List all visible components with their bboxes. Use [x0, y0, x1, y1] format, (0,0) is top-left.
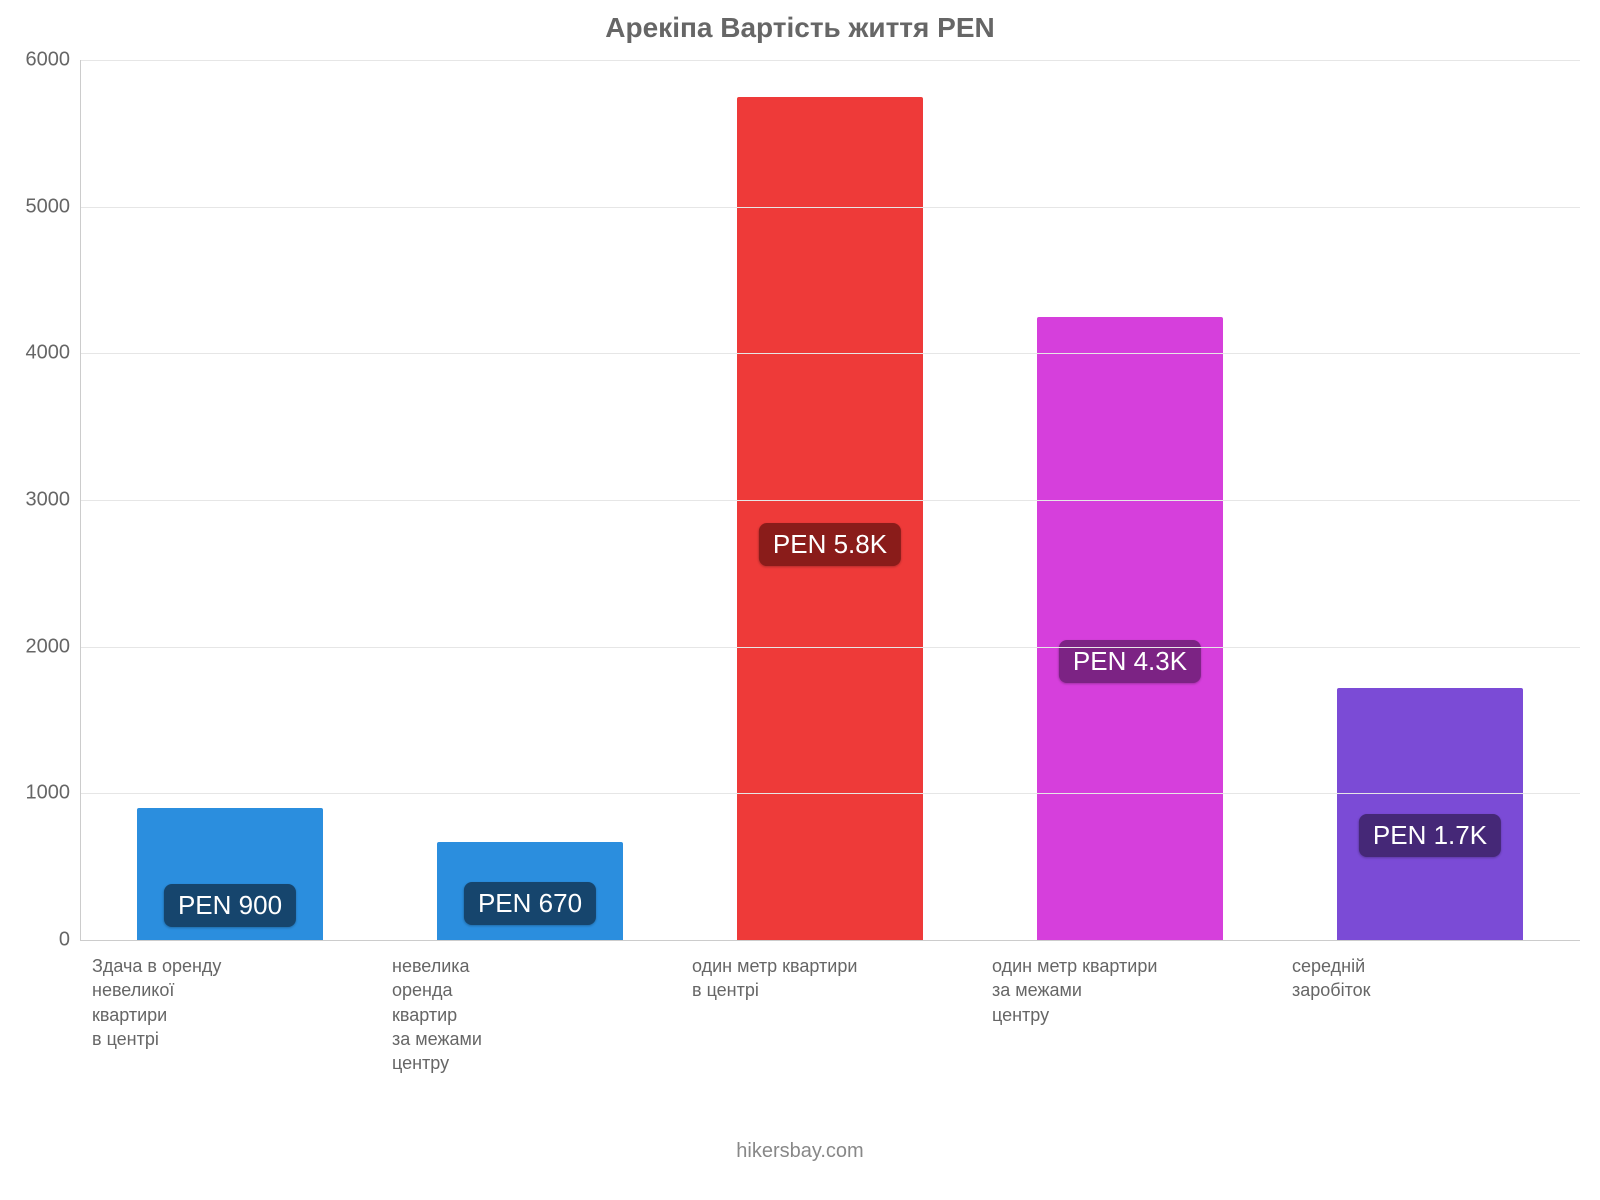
grid-line — [80, 647, 1580, 648]
x-axis-labels: Здача в оренду невеликої квартири в цент… — [80, 946, 1580, 1126]
bar: PEN 4.3K — [1037, 317, 1223, 940]
chart-title: Арекіпа Вартість життя PEN — [0, 12, 1600, 44]
x-category-slot: один метр квартири в центрі — [680, 946, 980, 1126]
x-category-label: один метр квартири в центрі — [692, 954, 968, 1003]
x-category-label: один метр квартири за межами центру — [992, 954, 1268, 1027]
grid-line — [80, 60, 1580, 61]
bar-value-badge: PEN 900 — [164, 884, 296, 927]
grid-line — [80, 500, 1580, 501]
bar-value-badge: PEN 670 — [464, 882, 596, 925]
y-tick-label: 6000 — [26, 49, 81, 72]
grid-line — [80, 207, 1580, 208]
y-tick-label: 3000 — [26, 489, 81, 512]
grid-line — [80, 940, 1580, 941]
plot-area: PEN 900PEN 670PEN 5.8KPEN 4.3KPEN 1.7K 0… — [80, 60, 1580, 940]
bar-value-badge: PEN 5.8K — [759, 523, 901, 566]
x-category-label: середній заробіток — [1292, 954, 1568, 1003]
bar: PEN 5.8K — [737, 97, 923, 940]
bar: PEN 900 — [137, 808, 323, 940]
x-category-label: Здача в оренду невеликої квартири в цент… — [92, 954, 368, 1051]
x-category-label: невелика оренда квартир за межами центру — [392, 954, 668, 1075]
y-tick-label: 0 — [59, 929, 80, 952]
bar-value-badge: PEN 1.7K — [1359, 814, 1501, 857]
bar: PEN 670 — [437, 842, 623, 940]
chart-container: Арекіпа Вартість життя PEN PEN 900 PEN 67… — [0, 0, 1600, 1200]
bar: PEN 1.7K — [1337, 688, 1523, 940]
x-category-slot: один метр квартири за межами центру — [980, 946, 1280, 1126]
grid-line — [80, 353, 1580, 354]
y-axis-line — [80, 60, 81, 940]
y-tick-label: 1000 — [26, 782, 81, 805]
y-tick-label: 5000 — [26, 195, 81, 218]
x-category-slot: невелика оренда квартир за межами центру — [380, 946, 680, 1126]
grid-line — [80, 793, 1580, 794]
x-category-slot: Здача в оренду невеликої квартири в цент… — [80, 946, 380, 1126]
x-category-slot: середній заробіток — [1280, 946, 1580, 1126]
y-tick-label: 2000 — [26, 635, 81, 658]
footer-credit: hikersbay.com — [0, 1140, 1600, 1163]
y-tick-label: 4000 — [26, 342, 81, 365]
